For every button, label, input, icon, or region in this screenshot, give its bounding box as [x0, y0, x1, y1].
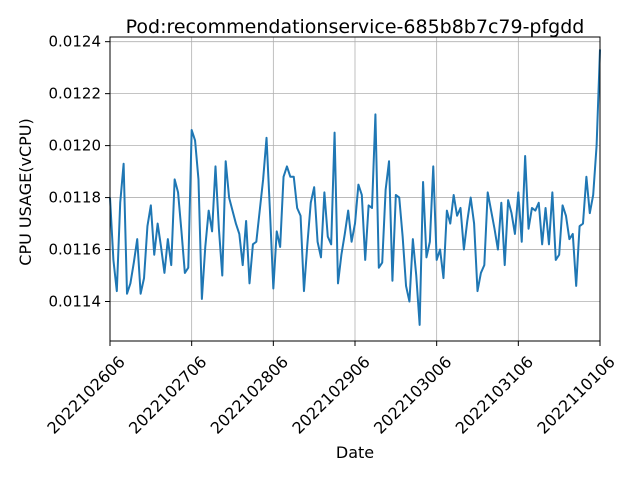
series-line [109, 49, 601, 326]
y-tick-label: 0.0118 [49, 189, 102, 207]
chart-title: Pod:recommendationservice-685b8b7c79-pfg… [126, 16, 585, 38]
plot-area [109, 49, 601, 326]
y-axis-label: CPU USAGE(vCPU) [16, 118, 35, 265]
y-tick-label: 0.0124 [49, 33, 102, 51]
x-axis-label: Date [336, 443, 374, 462]
y-tick-label: 0.0116 [49, 241, 102, 259]
y-axis-ticks: 0.0114 0.0116 0.0118 0.0120 0.0122 0.0124 [49, 33, 110, 311]
y-tick-label: 0.0122 [49, 85, 102, 103]
y-tick-label: 0.0120 [49, 137, 102, 155]
y-tick-label: 0.0114 [49, 293, 102, 311]
